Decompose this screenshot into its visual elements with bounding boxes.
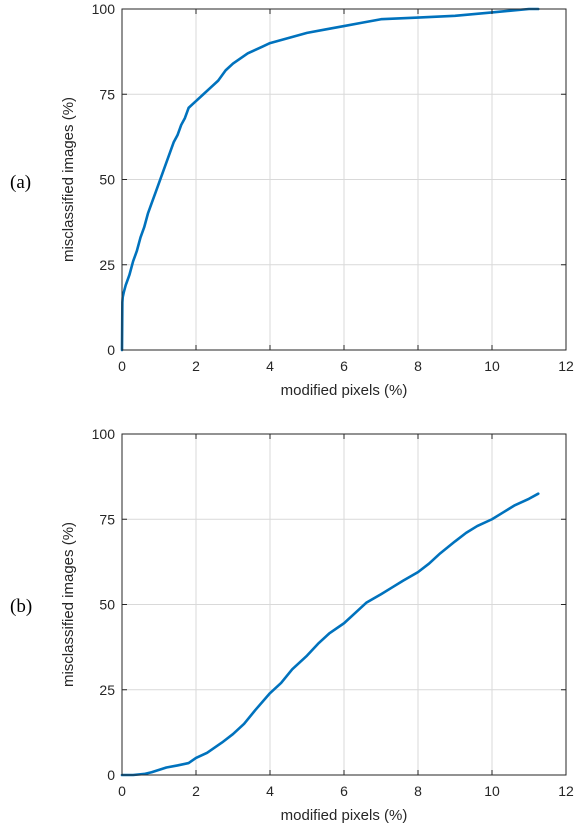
chart-panel-b: 0 2 4 6 8 10 12 0 25 50 75 100 modified pixels (%) mi… — [10, 426, 574, 824]
x-axis-label: modified pixels (%) — [281, 382, 408, 399]
x-tick-label: 6 — [340, 783, 348, 799]
series-line — [120, 492, 540, 777]
y-axis-label: misclassified images (%) — [60, 97, 77, 262]
x-tick-label: 10 — [484, 783, 500, 799]
x-tick-label: 8 — [414, 783, 422, 799]
x-tick-label: 4 — [266, 783, 274, 799]
y-tick-label: 0 — [107, 342, 115, 358]
y-tick-label: 100 — [92, 426, 116, 442]
y-tick-label: 25 — [99, 257, 115, 273]
x-tick-label: 12 — [558, 358, 574, 374]
y-axis-label: misclassified images (%) — [60, 522, 77, 687]
x-tick-label: 2 — [192, 358, 200, 374]
x-tick-label: 8 — [414, 358, 422, 374]
x-tick-label: 4 — [266, 358, 274, 374]
y-tick-label: 75 — [99, 511, 115, 527]
x-tick-label: 2 — [192, 783, 200, 799]
panel-label: (a) — [10, 172, 31, 193]
series-line — [120, 7, 540, 352]
panel-label: (b) — [10, 596, 32, 617]
y-tick-label: 50 — [99, 597, 115, 613]
x-tick-label: 10 — [484, 358, 500, 374]
x-tick-label: 12 — [558, 783, 574, 799]
y-tick-label: 75 — [99, 86, 115, 102]
y-tick-label: 0 — [107, 767, 115, 783]
y-tick-label: 25 — [99, 682, 115, 698]
x-tick-label: 0 — [118, 783, 126, 799]
x-tick-label: 0 — [118, 358, 126, 374]
x-tick-label: 6 — [340, 358, 348, 374]
chart-panel-a: 0 2 4 6 8 10 12 0 25 50 75 100 modified pixels (%) mi… — [10, 1, 574, 399]
y-tick-label: 50 — [99, 172, 115, 188]
x-axis-label: modified pixels (%) — [281, 807, 408, 824]
y-tick-label: 100 — [92, 1, 116, 17]
